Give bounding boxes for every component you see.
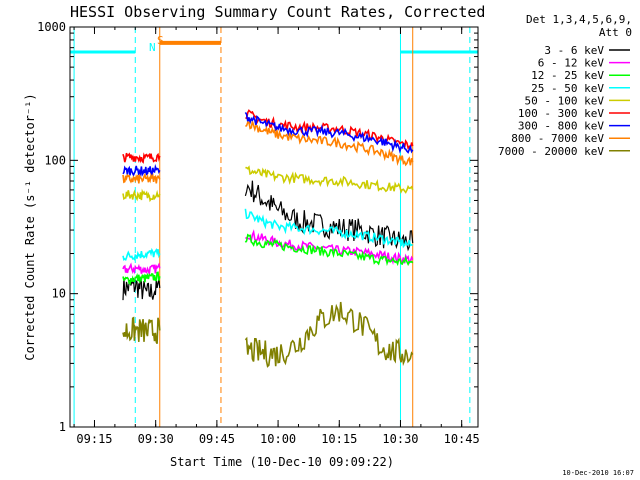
x-tick-label: 09:45 (199, 432, 235, 446)
series-line (244, 208, 414, 249)
chart-title: HESSI Observing Summary Count Rates, Cor… (70, 3, 485, 21)
orbit-annotations (70, 27, 478, 427)
legend-label: 50 - 100 keV (525, 94, 605, 107)
series-25-50-keV (122, 208, 414, 261)
legend-header-line-1: Det 1,3,4,5,6,9, (526, 13, 632, 26)
series-line (244, 180, 414, 252)
data-series (122, 109, 414, 368)
series-line (122, 188, 161, 203)
x-tick-label: 10:30 (382, 432, 418, 446)
legend-label: 25 - 50 keV (531, 82, 604, 95)
timestamp: 10-Dec-2010 16:07 (562, 469, 634, 477)
series-line (122, 271, 161, 285)
x-tick-label: 10:15 (321, 432, 357, 446)
series-line (122, 247, 161, 261)
series-line (122, 172, 161, 184)
x-tick-label: 09:15 (76, 432, 112, 446)
series-line (122, 262, 161, 275)
annotation-night-label: N (149, 41, 156, 54)
series-line (122, 152, 161, 164)
y-tick-label: 10 (52, 287, 66, 301)
legend-label: 6 - 12 keV (538, 57, 605, 70)
series-300-800-keV (122, 111, 414, 179)
series-line (245, 121, 414, 167)
x-tick-label: 10:45 (444, 432, 480, 446)
axes: 09:15 09:30 09:45 10:00 10:15 10:30 10:45 1 10 10… (37, 20, 480, 446)
legend-label: 12 - 25 keV (531, 69, 604, 82)
plot-frame (69, 26, 479, 428)
series-line (245, 165, 414, 195)
series-50-100-keV (122, 165, 414, 203)
series-line (244, 111, 414, 154)
series-line (122, 163, 161, 179)
legend-label: 100 - 300 keV (518, 107, 604, 120)
series-line (122, 316, 161, 345)
series-line (244, 233, 414, 267)
x-tick-label: 10:00 (260, 432, 296, 446)
series-12-25-keV (122, 233, 414, 285)
annotation-saa-label: S (157, 34, 164, 47)
legend-header-line-2: Att 0 (599, 26, 632, 39)
series-7000-20000-keV (122, 301, 414, 368)
series-800-7000-keV (122, 121, 414, 184)
series-100-300-keV (122, 109, 414, 164)
legend-label: 300 - 800 keV (518, 120, 604, 133)
legend-label: 7000 - 20000 keV (498, 145, 604, 158)
legend-label: 800 - 7000 keV (511, 132, 604, 145)
y-tick-label: 1000 (37, 20, 66, 34)
y-tick-label: 100 (44, 153, 66, 167)
y-axis-label: Corrected Count Rate (s⁻¹ detector⁻¹) (23, 93, 37, 360)
legend-label: 3 - 6 keV (544, 44, 604, 57)
x-axis-label: Start Time (10-Dec-10 09:09:22) (170, 455, 394, 469)
y-tick-label: 1 (59, 420, 66, 434)
x-tick-label: 09:30 (138, 432, 174, 446)
series-line (244, 301, 414, 368)
